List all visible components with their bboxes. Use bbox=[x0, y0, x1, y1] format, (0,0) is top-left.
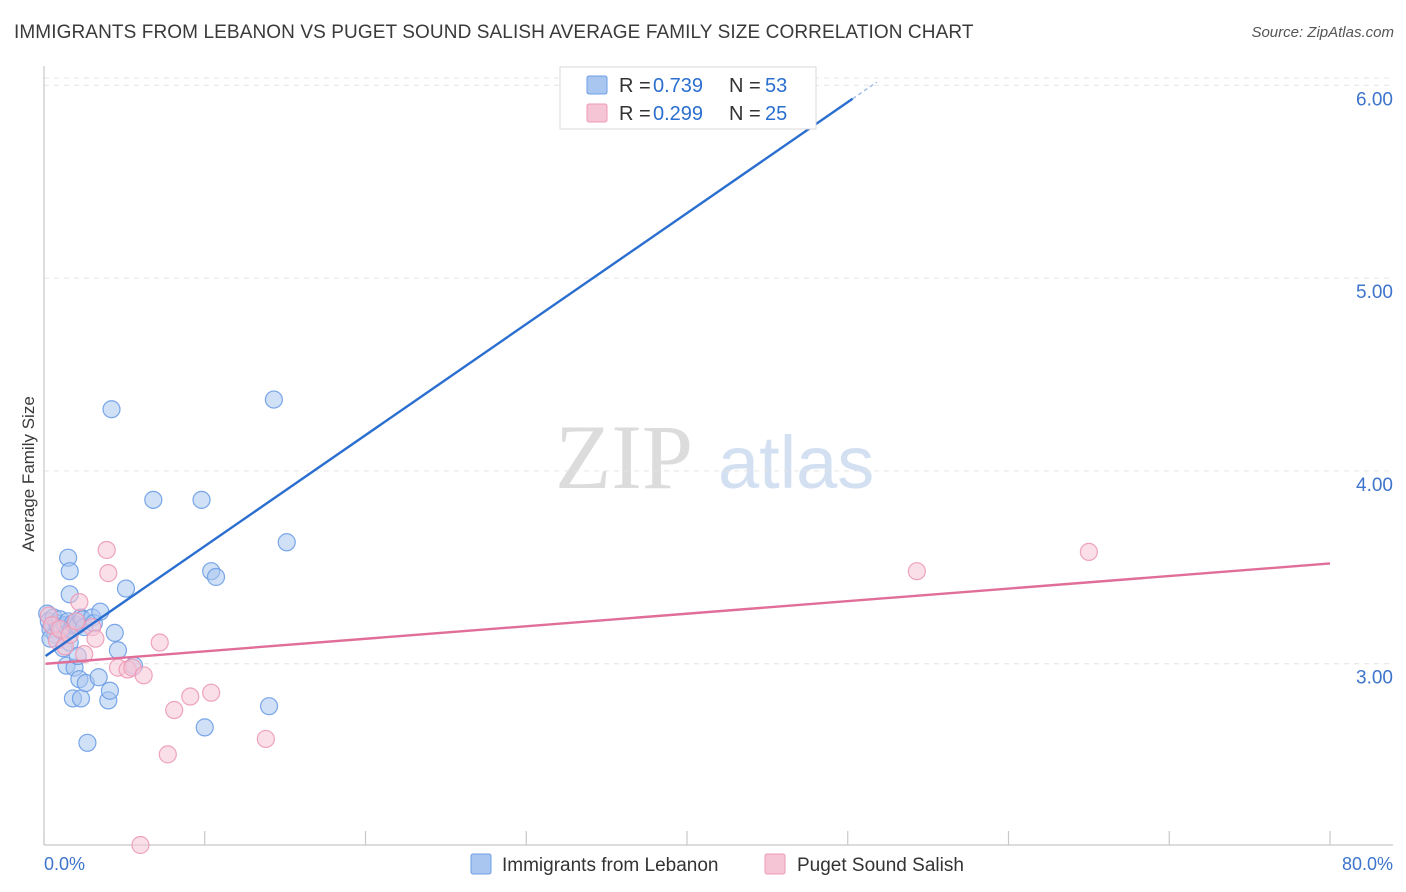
point-lebanon bbox=[71, 689, 91, 708]
point-salish bbox=[97, 540, 116, 560]
stats-legend-swatch-lebanon bbox=[586, 75, 608, 95]
trend-line-lebanon bbox=[44, 97, 854, 658]
point-lebanon bbox=[100, 681, 120, 700]
point-salish bbox=[75, 645, 94, 664]
point-salish bbox=[134, 666, 153, 685]
stats-n-value-salish: 25 bbox=[765, 103, 787, 125]
point-lebanon bbox=[264, 390, 283, 409]
source-label: Source: ZipAtlas.com bbox=[1251, 24, 1394, 41]
y-axis-label: Average Family Size bbox=[19, 396, 38, 552]
point-lebanon bbox=[60, 562, 79, 581]
point-salish bbox=[907, 562, 926, 581]
point-lebanon bbox=[102, 400, 121, 419]
point-salish bbox=[99, 564, 118, 583]
point-salish bbox=[67, 612, 86, 631]
y-tick-label: 4.00 bbox=[1356, 475, 1393, 496]
point-lebanon bbox=[105, 623, 124, 642]
trend-lines bbox=[44, 81, 1331, 665]
point-lebanon bbox=[89, 668, 108, 687]
x-tick-label-min: 0.0% bbox=[44, 854, 85, 874]
point-lebanon bbox=[277, 533, 296, 552]
x-tick-label-max: 80.0% bbox=[1342, 854, 1393, 874]
watermark-zip: ZIP bbox=[555, 406, 693, 508]
point-salish bbox=[1079, 542, 1098, 562]
watermark-atlas: atlas bbox=[718, 421, 874, 504]
legend-label-salish: Puget Sound Salish bbox=[797, 855, 964, 876]
stats-r-label-salish: R = bbox=[619, 103, 651, 125]
stats-n-label-lebanon: N = bbox=[729, 75, 761, 97]
stats-legend-swatch-salish bbox=[586, 103, 608, 123]
point-salish bbox=[86, 629, 105, 648]
point-lebanon bbox=[206, 567, 226, 587]
x-axis-ticks bbox=[43, 831, 1331, 845]
legend-swatch-lebanon bbox=[470, 853, 492, 875]
series-legend: Immigrants from Lebanon Puget Sound Sali… bbox=[470, 853, 964, 876]
y-axis-tick-labels: 3.00 4.00 5.00 6.00 bbox=[1356, 89, 1393, 688]
point-lebanon bbox=[144, 490, 163, 509]
point-salish bbox=[70, 592, 89, 612]
stats-legend: R = 0.739 N = 53 R = 0.299 N = 25 bbox=[559, 66, 817, 130]
stats-r-label-lebanon: R = bbox=[619, 75, 651, 97]
series-salish-points bbox=[39, 540, 1098, 855]
stats-n-value-lebanon: 53 bbox=[765, 75, 787, 97]
point-lebanon bbox=[192, 490, 211, 509]
gridlines bbox=[44, 77, 1393, 665]
stats-n-label-salish: N = bbox=[729, 103, 761, 125]
chart-title: IMMIGRANTS FROM LEBANON VS PUGET SOUND S… bbox=[14, 22, 974, 43]
stats-r-value-salish: 0.299 bbox=[653, 103, 703, 125]
point-salish bbox=[158, 745, 177, 764]
point-lebanon bbox=[116, 579, 136, 598]
trend-line-lebanon-extension bbox=[852, 81, 878, 100]
y-tick-label: 5.00 bbox=[1356, 282, 1393, 303]
trend-line-salish bbox=[45, 562, 1331, 665]
y-tick-label: 6.00 bbox=[1356, 89, 1393, 110]
point-salish bbox=[131, 835, 150, 855]
point-lebanon bbox=[108, 641, 128, 660]
point-lebanon bbox=[259, 697, 279, 716]
y-tick-label: 3.00 bbox=[1356, 668, 1393, 689]
point-lebanon bbox=[78, 733, 97, 752]
legend-swatch-salish bbox=[764, 853, 786, 875]
point-salish bbox=[181, 687, 200, 706]
point-lebanon bbox=[195, 718, 214, 737]
watermark: ZIP atlas bbox=[555, 406, 874, 508]
point-salish bbox=[256, 729, 275, 749]
legend-label-lebanon: Immigrants from Lebanon bbox=[502, 855, 719, 876]
point-salish bbox=[165, 700, 184, 720]
point-salish bbox=[202, 683, 221, 702]
point-salish bbox=[150, 633, 169, 652]
stats-r-value-lebanon: 0.739 bbox=[653, 75, 703, 97]
